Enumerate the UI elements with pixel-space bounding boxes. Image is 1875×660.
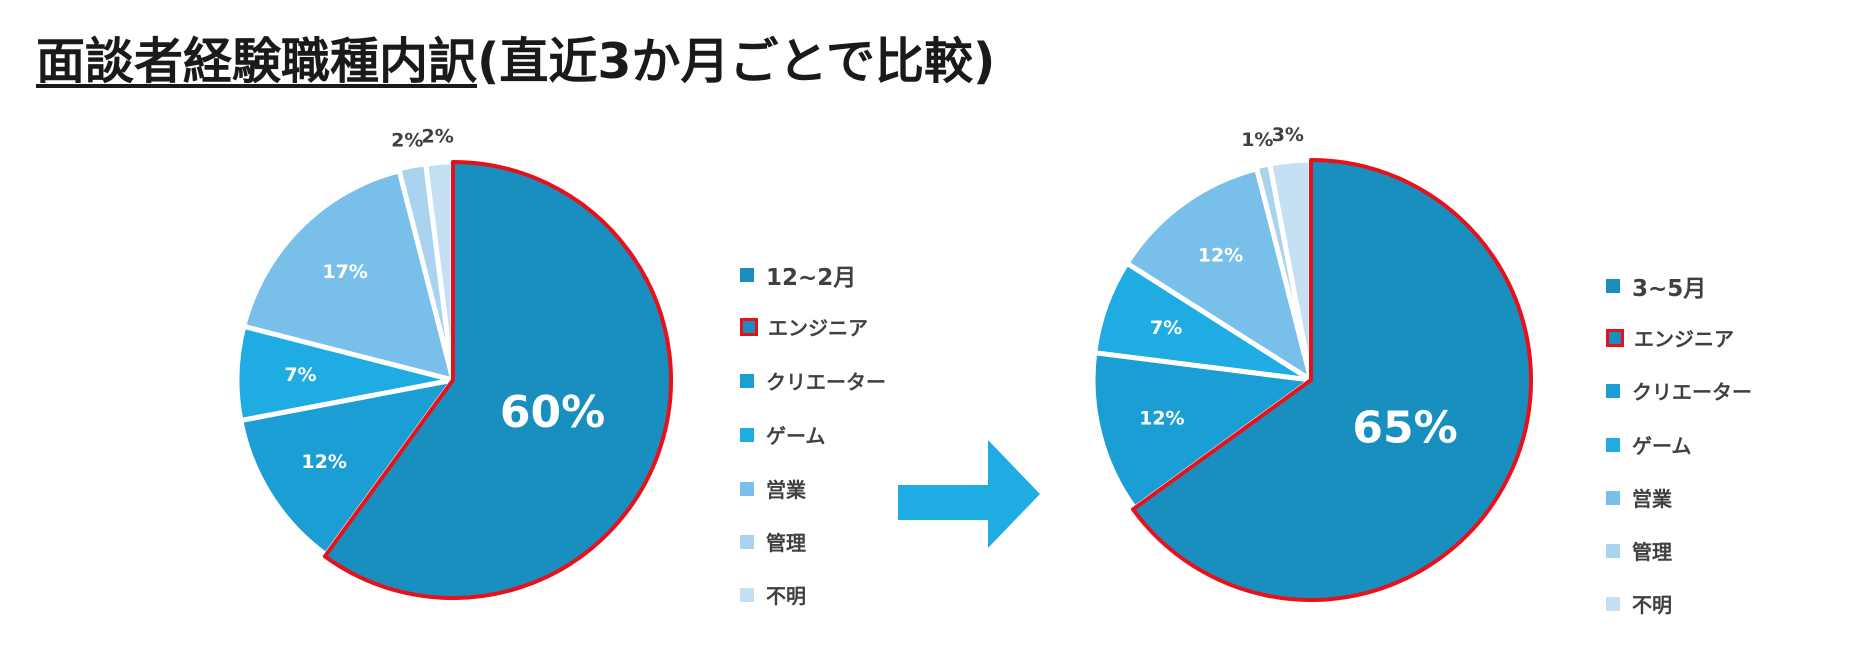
legend-swatch [740,427,754,442]
legend-title-swatch [1606,279,1620,293]
pie-slice-creator [1090,350,1314,511]
legend-title: 12~2月 [740,258,856,292]
legend-item-unknown: 不明 [740,580,806,609]
legend-label: ゲーム [766,424,826,448]
legend-item-unknown: 不明 [1606,589,1672,618]
legend-item-creator: クリエーター [740,366,886,395]
legend-swatch [1606,596,1620,611]
legend-swatch [1606,383,1620,398]
data-label-management: 2% [391,129,423,151]
data-label-management: 1% [1241,129,1273,151]
legend-item-engineer: エンジニア [740,312,868,341]
data-label-engineer: 60% [500,387,605,438]
legend-item-engineer: エンジニア [1606,323,1734,352]
legend-label: 管理 [1632,540,1672,564]
legend-item-game: ゲーム [1606,430,1691,459]
legend-label: 営業 [766,478,806,502]
legend-label: 管理 [766,531,806,555]
legend-label: エンジニア [1634,327,1734,351]
legend-item-management: 管理 [1606,536,1672,565]
legend-swatch [740,317,758,336]
data-label-unknown: 2% [422,125,454,147]
legend-title-text: 3~5月 [1632,276,1707,302]
title-main: 面談者経験職種内訳 [36,33,478,90]
legend-swatch [1606,328,1624,347]
data-label-engineer: 65% [1352,402,1457,453]
page-title: 面談者経験職種内訳(直近3か月ごとで比較) [36,22,995,93]
legend-label: 不明 [766,584,806,608]
legend-swatch [1606,490,1620,505]
legend-item-management: 管理 [740,527,806,556]
legend-swatch [740,587,754,602]
legend-swatch [1606,437,1620,452]
pie-chart-dec-feb: 60% 12% 7% 17% 2%2% [234,125,673,600]
legend-swatch [740,373,754,388]
legend-label: 不明 [1632,593,1672,617]
legend-title-text: 12~2月 [766,265,857,291]
legend-label: 営業 [1632,487,1672,511]
right-arrow-icon [898,440,1040,548]
data-label-game: 7% [1150,317,1182,339]
pie-chart-mar-may: 65% 12% 7% 12% 1%3% [1090,124,1534,602]
data-label-unknown: 3% [1272,124,1304,146]
legend-item-game: ゲーム [740,420,825,449]
legend-title-swatch [740,268,754,282]
legend-label: クリエーター [766,370,886,394]
data-label-sales: 17% [322,261,367,283]
title-sub: (直近3か月ごとで比較) [477,33,996,90]
legend-swatch [740,481,754,496]
legend-title: 3~5月 [1606,269,1706,303]
pie-slice-engineer [322,160,673,600]
data-label-creator: 12% [1139,407,1184,429]
pie-slice-creator [238,377,456,558]
legend-label: クリエーター [1632,380,1752,404]
legend-item-sales: 営業 [740,474,806,503]
legend-item-creator: クリエーター [1606,376,1752,405]
legend-swatch [740,534,754,549]
data-label-sales: 12% [1198,244,1243,266]
data-label-game: 7% [284,364,316,386]
legend-label: エンジニア [768,316,868,340]
legend-item-sales: 営業 [1606,483,1672,512]
data-label-creator: 12% [301,451,346,473]
legend-label: ゲーム [1632,434,1692,458]
pie-slice-engineer [1131,158,1534,602]
pie-slice-sales [1124,166,1314,383]
legend-swatch [1606,543,1620,558]
pie-slice-sales [241,168,456,383]
